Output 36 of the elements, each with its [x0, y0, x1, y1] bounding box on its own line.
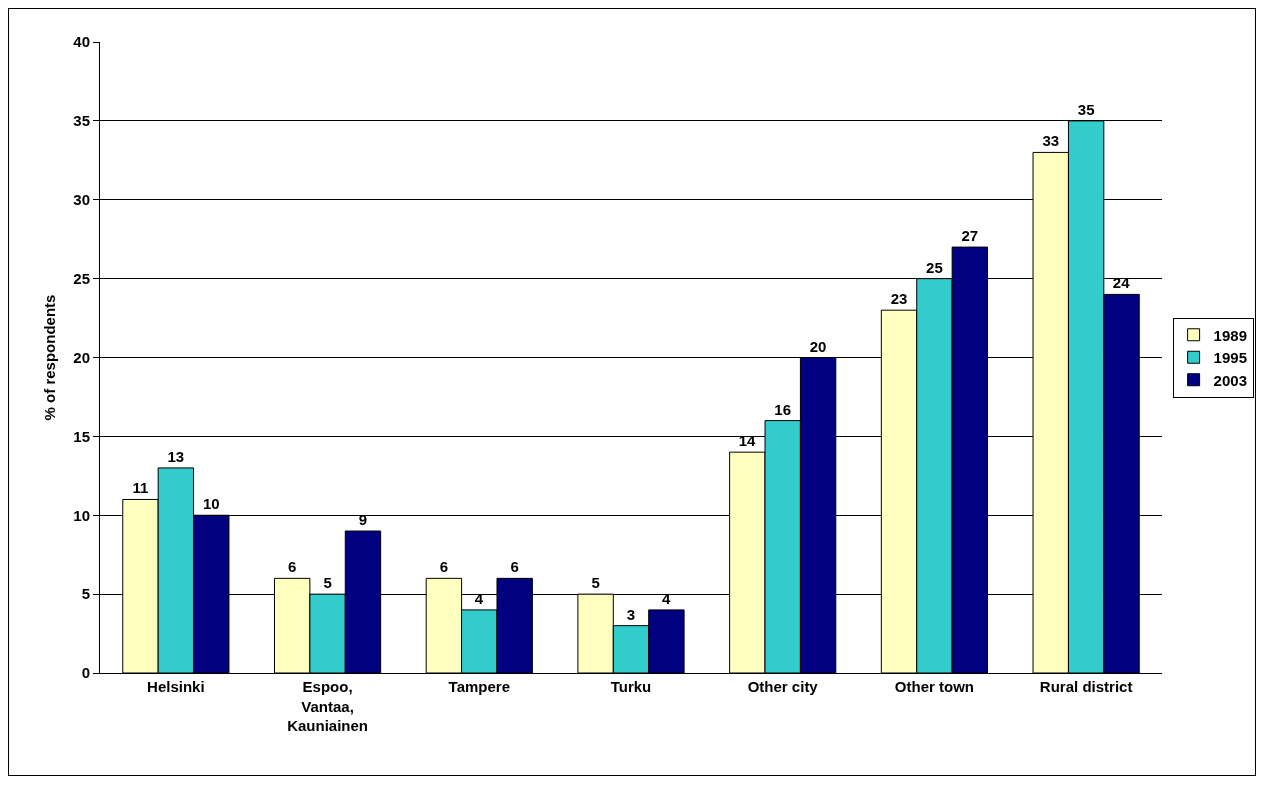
y-tick-label: 20	[73, 348, 90, 366]
x-tick-label: Espoo, Vantaa, Kauniainen	[287, 678, 368, 734]
legend-label: 2003	[1213, 371, 1247, 389]
y-tick-label: 25	[73, 269, 90, 287]
data-label: 6	[439, 558, 449, 576]
y-tick-label: 0	[81, 664, 90, 682]
y-tick-label: 30	[73, 191, 90, 208]
data-label: 23	[890, 290, 908, 308]
legend-label: 1989	[1213, 326, 1247, 344]
y-tick-label: 5	[81, 585, 90, 603]
x-tick-label: Other city	[747, 678, 819, 695]
data-label: 20	[809, 337, 827, 355]
data-label: 5	[323, 574, 332, 592]
y-tick-label: 35	[73, 112, 90, 130]
x-tick-label: Tampere	[448, 678, 510, 695]
y-axis-title: % of respondents	[40, 294, 58, 421]
x-tick-label: Rural district	[1039, 678, 1133, 695]
data-label: 16	[774, 400, 792, 418]
data-label: 33	[1042, 132, 1060, 150]
data-label: 35	[1077, 100, 1095, 118]
data-label: 5	[591, 574, 600, 592]
data-label: 11	[132, 479, 149, 497]
y-tick-label: 40	[73, 33, 90, 51]
data-label: 27	[961, 227, 979, 245]
x-tick-label: Turku	[610, 678, 652, 695]
x-tick-label: Helsinki	[147, 678, 205, 695]
data-label: 25	[926, 258, 943, 276]
data-label: 10	[202, 495, 220, 513]
data-label: 3	[626, 605, 636, 623]
x-tick-label: Other town	[894, 678, 975, 695]
legend-label: 1995	[1213, 349, 1247, 367]
data-label: 13	[167, 447, 185, 465]
y-tick-label: 15	[73, 427, 90, 445]
data-label: 6	[510, 558, 519, 576]
data-label: 6	[288, 558, 297, 576]
y-tick-label: 10	[73, 506, 90, 524]
